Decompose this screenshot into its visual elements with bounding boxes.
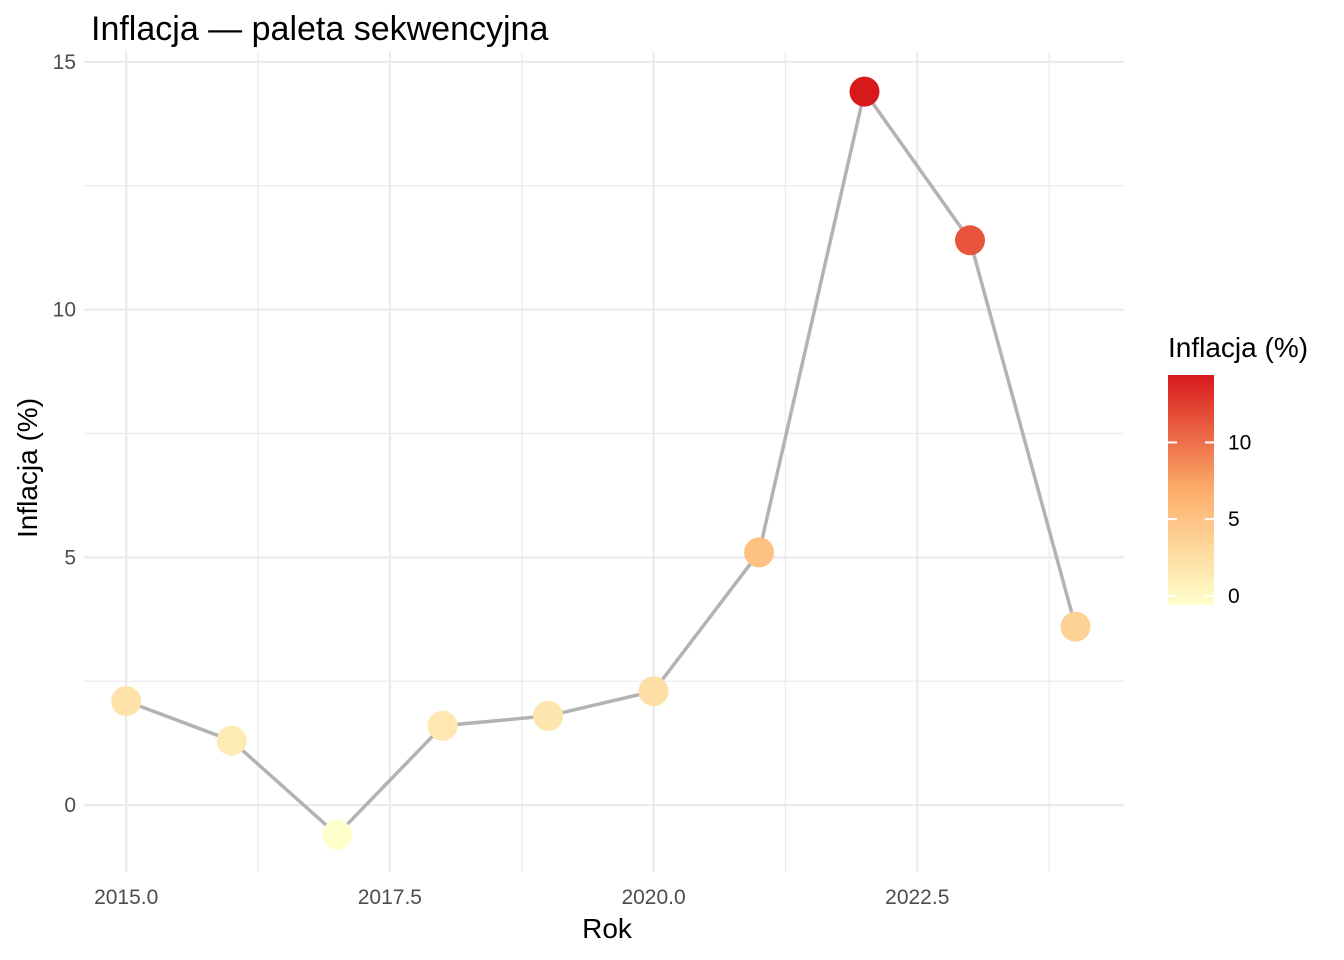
y-tick-label: 10 bbox=[53, 299, 76, 322]
legend-tick-label: 10 bbox=[1228, 431, 1251, 454]
data-point bbox=[533, 700, 564, 731]
x-tick-label: 2020.0 bbox=[621, 886, 685, 909]
legend-tick-label: 5 bbox=[1228, 508, 1240, 531]
data-point bbox=[1060, 611, 1091, 642]
color-legend: Inflacja (%) 0 5 10 bbox=[1168, 332, 1308, 608]
data-point bbox=[744, 537, 775, 568]
grid-major-x bbox=[125, 52, 919, 872]
y-axis-title: Inflacja (%) bbox=[12, 398, 43, 538]
y-tick-label: 15 bbox=[53, 51, 76, 74]
points-group bbox=[111, 76, 1091, 850]
y-axis-ticks: 0 5 10 15 bbox=[53, 51, 76, 817]
legend-ticks: 0 5 10 bbox=[1168, 431, 1251, 608]
data-point bbox=[638, 676, 669, 707]
chart-title: Inflacja — paleta sekwencyjna bbox=[91, 10, 548, 48]
legend-tick-label: 0 bbox=[1228, 585, 1240, 608]
x-tick-label: 2015.0 bbox=[94, 886, 158, 909]
series-line bbox=[125, 89, 1078, 837]
data-point bbox=[216, 725, 247, 756]
legend-colorbar bbox=[1168, 375, 1214, 605]
grid-major-y bbox=[84, 60, 1124, 807]
series-line-group bbox=[125, 89, 1078, 837]
data-point bbox=[849, 76, 880, 107]
x-axis-ticks: 2015.0 2017.5 2020.0 2022.5 bbox=[94, 886, 949, 909]
data-point bbox=[955, 225, 985, 256]
data-point bbox=[322, 819, 353, 850]
data-point bbox=[427, 710, 458, 741]
y-tick-label: 0 bbox=[64, 794, 76, 817]
grid-minor-x bbox=[257, 52, 1050, 872]
grid-minor-y bbox=[84, 185, 1124, 682]
x-tick-label: 2017.5 bbox=[358, 886, 422, 909]
x-tick-label: 2022.5 bbox=[885, 886, 949, 909]
x-axis-title: Rok bbox=[582, 913, 633, 944]
data-point bbox=[111, 686, 142, 717]
y-tick-label: 5 bbox=[64, 546, 76, 569]
plot-panel bbox=[84, 52, 1124, 872]
legend-title: Inflacja (%) bbox=[1168, 332, 1308, 363]
